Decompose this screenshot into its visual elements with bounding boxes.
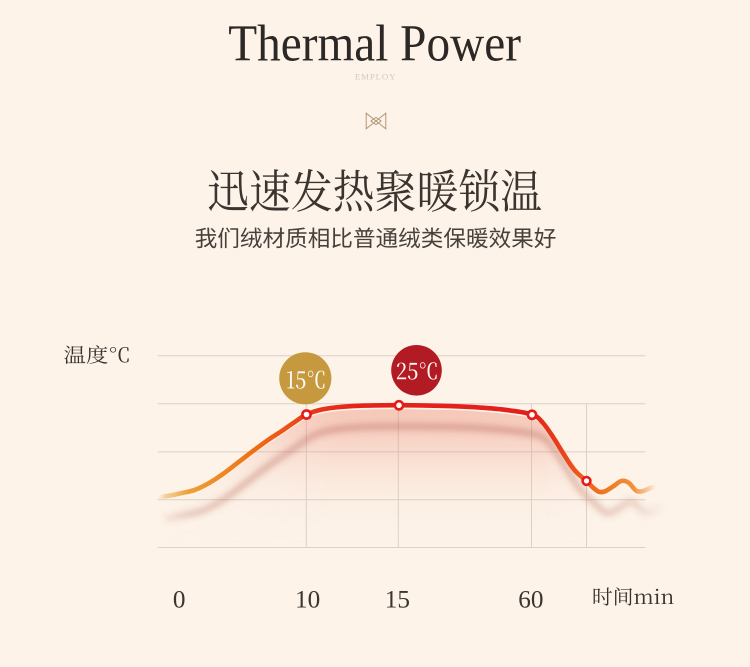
svg-text:Thermal Power: Thermal Power (228, 15, 521, 72)
svg-text:15: 15 (385, 587, 410, 614)
svg-text:60: 60 (518, 587, 543, 614)
svg-text:EMPLOY: EMPLOY (355, 72, 396, 82)
svg-text:10: 10 (295, 587, 320, 614)
svg-text:0: 0 (173, 587, 186, 614)
